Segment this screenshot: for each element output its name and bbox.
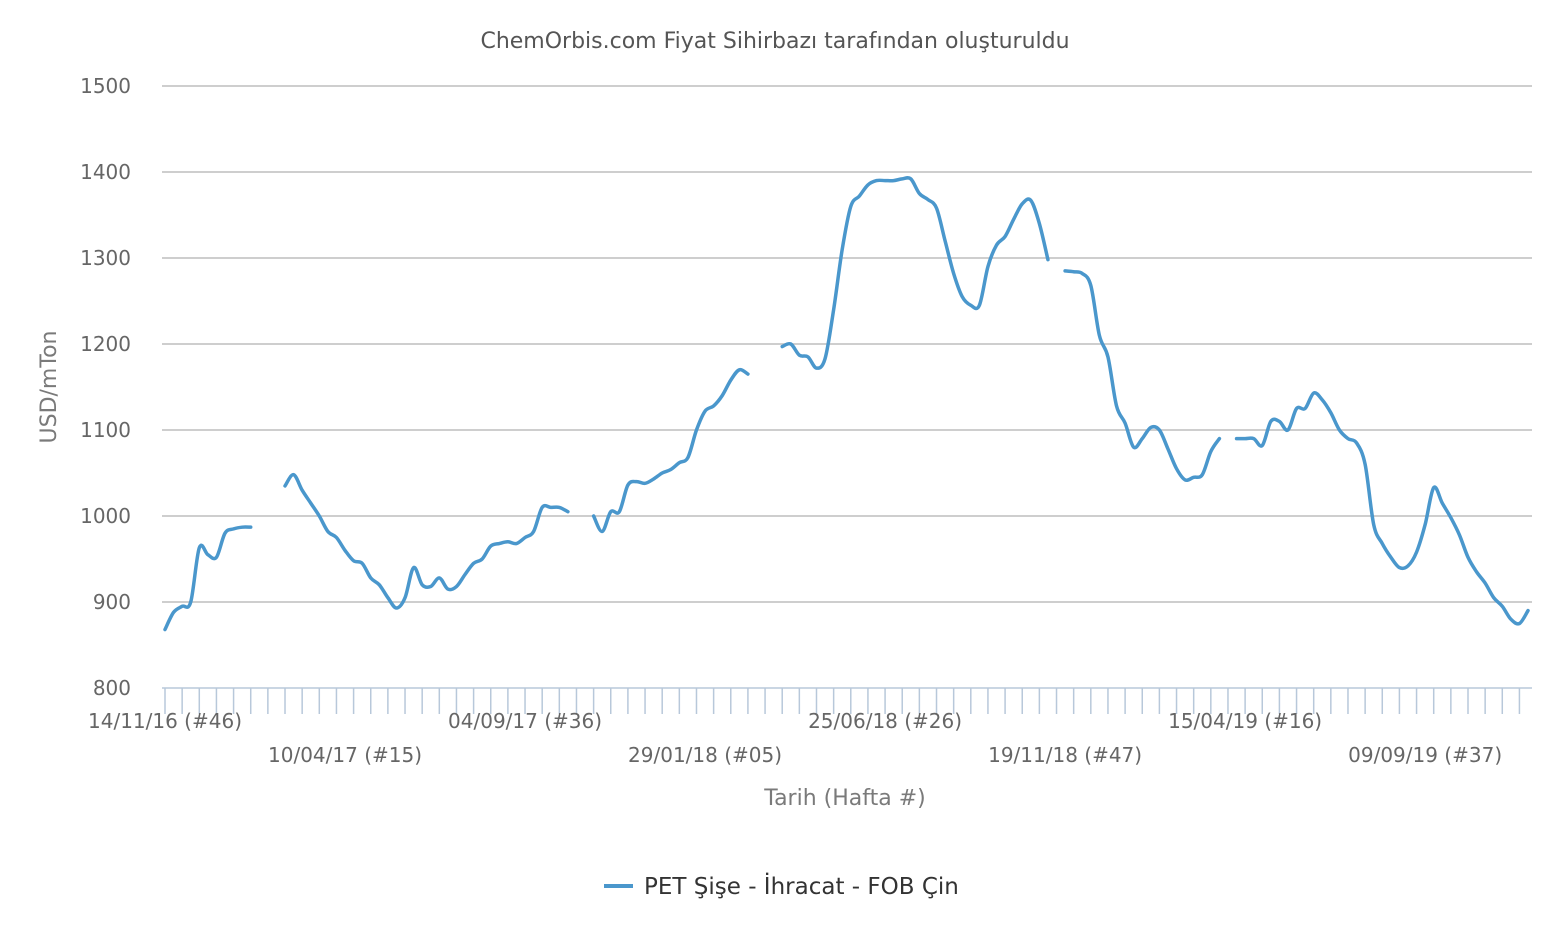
y-tick-label: 1500 [80, 74, 131, 98]
y-tick-label: 1100 [80, 418, 131, 442]
series-line[interactable] [780, 175, 1050, 370]
series-line[interactable] [283, 472, 570, 610]
x-tick-label: 14/11/16 (#46) [88, 709, 242, 733]
y-tick-label: 1400 [80, 160, 131, 184]
x-tick-label: 25/06/18 (#26) [808, 709, 962, 733]
x-tick-label: 29/01/18 (#05) [628, 743, 782, 767]
y-tick-label: 1300 [80, 246, 131, 270]
y-tick-label: 1000 [80, 504, 131, 528]
legend-label: PET Şişe - İhracat - FOB Çin [644, 872, 959, 900]
x-axis-label: Tarih (Hafta #) [763, 786, 925, 811]
x-tick-label: 04/09/17 (#36) [448, 709, 602, 733]
y-axis-label: USD/mTon [37, 331, 62, 444]
series-line[interactable] [1234, 391, 1530, 626]
series-line[interactable] [163, 525, 253, 632]
x-tick-label: 19/11/18 (#47) [988, 743, 1142, 767]
x-tick-label: 09/09/19 (#37) [1348, 743, 1502, 767]
y-axis-ticks: 800 900 1000 1100 1200 1300 1400 1500 [80, 74, 131, 700]
legend[interactable]: PET Şişe - İhracat - FOB Çin [604, 872, 959, 900]
y-tick-label: 900 [93, 590, 131, 614]
gridlines [162, 85, 1532, 603]
chart-title: ChemOrbis.com Fiyat Sihirbazı tarafından… [480, 29, 1069, 54]
y-tick-label: 800 [93, 676, 131, 700]
x-axis: 14/11/16 (#46) 04/09/17 (#36) 25/06/18 (#2… [88, 687, 1532, 767]
series-layer [163, 175, 1530, 632]
y-tick-label: 1200 [80, 332, 131, 356]
series-line[interactable] [591, 367, 750, 534]
series-line[interactable] [1063, 269, 1222, 482]
x-tick-label: 15/04/19 (#16) [1168, 709, 1322, 733]
x-tick-label: 10/04/17 (#15) [268, 743, 422, 767]
